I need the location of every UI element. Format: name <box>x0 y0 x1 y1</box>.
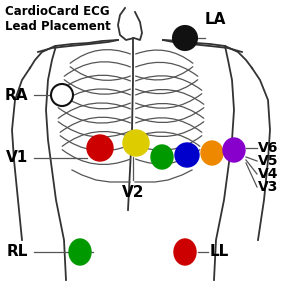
Ellipse shape <box>87 135 113 161</box>
Ellipse shape <box>51 84 73 106</box>
Ellipse shape <box>201 141 223 165</box>
Text: V1: V1 <box>6 151 28 166</box>
Ellipse shape <box>175 143 199 167</box>
Ellipse shape <box>173 26 197 50</box>
Text: V6: V6 <box>258 141 278 155</box>
Text: CardioCard ECG
Lead Placement: CardioCard ECG Lead Placement <box>5 5 111 33</box>
Text: V5: V5 <box>258 154 279 168</box>
Text: RA: RA <box>5 88 28 103</box>
Ellipse shape <box>151 145 173 169</box>
Ellipse shape <box>223 138 245 162</box>
Text: LL: LL <box>210 245 229 259</box>
Ellipse shape <box>123 130 149 156</box>
Ellipse shape <box>174 239 196 265</box>
Text: V2: V2 <box>122 185 144 200</box>
Text: LA: LA <box>205 12 226 27</box>
Text: V4: V4 <box>258 167 279 181</box>
Text: RL: RL <box>6 245 28 259</box>
Ellipse shape <box>69 239 91 265</box>
Text: V3: V3 <box>258 180 278 194</box>
